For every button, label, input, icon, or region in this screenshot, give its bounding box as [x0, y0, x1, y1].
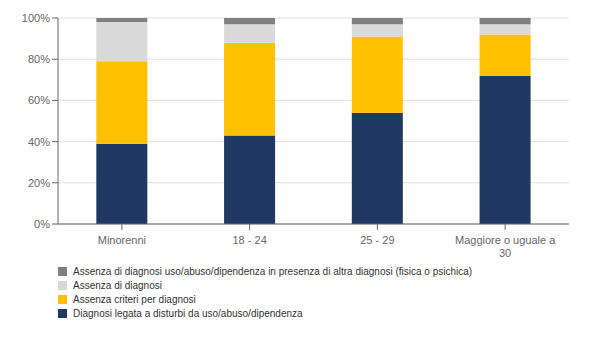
html-text:Assenza criteri per diagnosi: Assenza criteri per diagnosi [73, 294, 196, 305]
svg-text:40%: 40% [28, 136, 50, 148]
svg-text:20%: 20% [28, 177, 50, 189]
svg-text:80%: 80% [28, 53, 50, 65]
html-text:Assenza di diagnosi uso/abuso/: Assenza di diagnosi uso/abuso/dipendenza… [73, 266, 473, 277]
svg-text:Minorenni: Minorenni [98, 234, 146, 246]
html-text:Assenza di diagnosi: Assenza di diagnosi [73, 280, 162, 291]
svg-text:60%: 60% [28, 94, 50, 106]
svg-text:25 - 29: 25 - 29 [360, 234, 394, 246]
svg-text:Maggiore o uguale a30: Maggiore o uguale a30 [455, 234, 556, 259]
svg-text:100%: 100% [22, 12, 50, 24]
svg-text:18 - 24: 18 - 24 [233, 234, 267, 246]
svg-text:0%: 0% [34, 218, 50, 230]
html-text:Diagnosi legata a disturbi da: Diagnosi legata a disturbi da uso/abuso/… [73, 308, 303, 319]
